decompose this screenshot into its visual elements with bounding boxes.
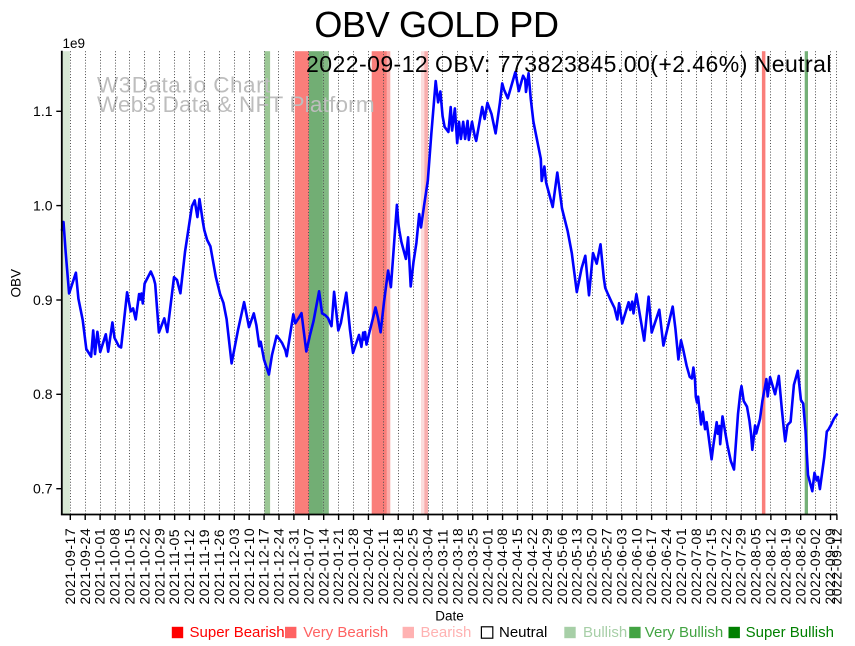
svg-text:2022-01-07: 2022-01-07 — [300, 528, 316, 605]
svg-text:2022-02-18: 2022-02-18 — [390, 528, 406, 605]
svg-text:2022-04-01: 2022-04-01 — [479, 528, 495, 605]
svg-text:Date: Date — [435, 609, 464, 624]
svg-text:2022-07-08: 2022-07-08 — [688, 528, 704, 605]
svg-text:2022-03-18: 2022-03-18 — [449, 528, 465, 605]
svg-text:2022-08-26: 2022-08-26 — [792, 528, 808, 605]
svg-text:2021-11-19: 2021-11-19 — [196, 529, 212, 605]
svg-text:1.1: 1.1 — [33, 103, 53, 119]
svg-text:Very Bullish: Very Bullish — [645, 624, 723, 641]
svg-text:2021-09-24: 2021-09-24 — [77, 528, 93, 605]
svg-text:Super Bullish: Super Bullish — [746, 624, 834, 641]
svg-text:2022-04-22: 2022-04-22 — [524, 528, 540, 605]
svg-text:2022-05-20: 2022-05-20 — [584, 528, 600, 605]
svg-text:2022-06-03: 2022-06-03 — [613, 528, 629, 605]
svg-text:0.9: 0.9 — [33, 292, 53, 308]
svg-text:2022-02-11: 2022-02-11 — [375, 529, 391, 605]
svg-text:0.7: 0.7 — [33, 481, 53, 497]
svg-text:2022-07-01: 2022-07-01 — [673, 528, 689, 605]
svg-text:2021-12-31: 2021-12-31 — [285, 528, 301, 605]
svg-text:2022-07-22: 2022-07-22 — [718, 528, 734, 605]
svg-text:2022-06-24: 2022-06-24 — [658, 528, 674, 605]
svg-text:1.0: 1.0 — [33, 197, 53, 213]
svg-text:2021-11-26: 2021-11-26 — [211, 529, 227, 605]
svg-text:Super Bearish: Super Bearish — [190, 624, 285, 641]
svg-text:2021-12-17: 2021-12-17 — [256, 528, 272, 605]
svg-text:0.8: 0.8 — [33, 386, 53, 402]
svg-text:2022-05-06: 2022-05-06 — [554, 528, 570, 605]
svg-text:2021-10-08: 2021-10-08 — [107, 528, 123, 605]
svg-text:2021-09-17: 2021-09-17 — [62, 528, 78, 605]
svg-text:2021-10-01: 2021-10-01 — [92, 528, 108, 605]
svg-text:2022-06-17: 2022-06-17 — [643, 528, 659, 605]
svg-text:2022-06-10: 2022-06-10 — [628, 528, 644, 605]
svg-text:2022-04-29: 2022-04-29 — [539, 528, 555, 605]
svg-text:2022-08-12: 2022-08-12 — [762, 528, 778, 605]
svg-text:2022-09-12: 2022-09-12 — [828, 528, 844, 605]
svg-text:2022-09-12 OBV: 773823845.00(+: 2022-09-12 OBV: 773823845.00(+2.46%) Neu… — [306, 51, 832, 77]
svg-text:2022-07-29: 2022-07-29 — [733, 528, 749, 605]
svg-text:2022-03-04: 2022-03-04 — [420, 528, 436, 605]
svg-text:2021-11-05: 2021-11-05 — [166, 529, 182, 605]
svg-text:Neutral: Neutral — [499, 624, 547, 641]
svg-text:2022-02-25: 2022-02-25 — [405, 528, 421, 605]
svg-text:2021-12-10: 2021-12-10 — [241, 528, 257, 605]
svg-text:Bearish: Bearish — [421, 624, 472, 641]
svg-text:2022-08-19: 2022-08-19 — [777, 528, 793, 605]
svg-text:2022-07-15: 2022-07-15 — [703, 528, 719, 605]
svg-text:2021-10-29: 2021-10-29 — [151, 528, 167, 605]
svg-text:Very Bearish: Very Bearish — [303, 624, 388, 641]
svg-text:Web3 Data & NFT Platform: Web3 Data & NFT Platform — [97, 92, 375, 117]
svg-text:2022-03-25: 2022-03-25 — [464, 528, 480, 605]
svg-text:2021-11-12: 2021-11-12 — [181, 529, 197, 605]
svg-text:2022-09-09: 2022-09-09 — [822, 528, 838, 605]
svg-text:OBV GOLD PD: OBV GOLD PD — [314, 4, 558, 45]
svg-text:2022-02-04: 2022-02-04 — [360, 528, 376, 605]
svg-text:W3Data.io Chart: W3Data.io Chart — [97, 72, 271, 97]
svg-text:2022-09-02: 2022-09-02 — [807, 528, 823, 605]
svg-text:2022-03-11: 2022-03-11 — [435, 529, 451, 605]
svg-text:1e9: 1e9 — [63, 36, 86, 51]
svg-text:2022-01-28: 2022-01-28 — [345, 528, 361, 605]
svg-text:2022-04-15: 2022-04-15 — [509, 528, 525, 605]
svg-text:2022-04-08: 2022-04-08 — [494, 528, 510, 605]
svg-text:2021-10-15: 2021-10-15 — [122, 528, 138, 605]
svg-text:2021-10-22: 2021-10-22 — [136, 528, 152, 605]
svg-text:2021-12-03: 2021-12-03 — [226, 528, 242, 605]
svg-text:2022-08-05: 2022-08-05 — [748, 528, 764, 605]
svg-text:2022-05-27: 2022-05-27 — [599, 528, 615, 605]
svg-text:Bullish: Bullish — [583, 624, 627, 641]
svg-text:2022-01-14: 2022-01-14 — [315, 528, 331, 605]
svg-text:OBV: OBV — [9, 269, 24, 298]
svg-text:2021-12-24: 2021-12-24 — [271, 528, 287, 605]
svg-text:2022-05-13: 2022-05-13 — [569, 528, 585, 605]
svg-text:2022-01-21: 2022-01-21 — [330, 528, 346, 605]
